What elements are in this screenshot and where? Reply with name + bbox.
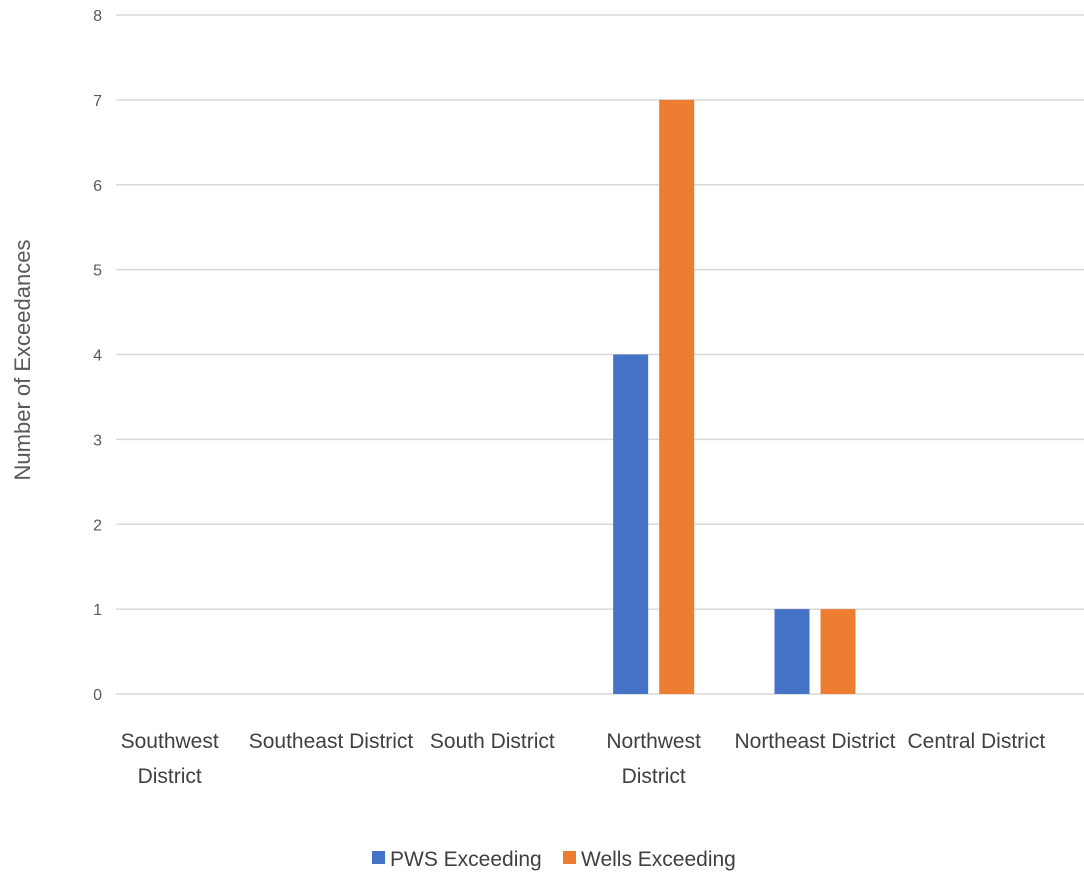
legend-label: Wells Exceeding xyxy=(581,848,736,871)
x-category-label: District xyxy=(138,765,202,788)
x-axis-categories: Southwest District Southeast District South… xyxy=(121,730,1046,788)
x-category-label: Southwest xyxy=(121,730,219,753)
x-category-label: Central District xyxy=(907,730,1045,753)
y-tick-label: 0 xyxy=(93,687,102,704)
y-axis-ticks: 0 1 2 3 4 5 6 7 8 xyxy=(93,8,102,704)
bar-wells-exceeding xyxy=(820,609,856,694)
x-category-label: Northeast District xyxy=(734,730,895,753)
y-tick-label: 5 xyxy=(93,263,102,280)
y-tick-label: 2 xyxy=(93,517,102,534)
legend-label: PWS Exceeding xyxy=(390,848,542,871)
legend: PWS Exceeding Wells Exceeding xyxy=(372,848,736,871)
y-tick-label: 7 xyxy=(93,93,102,110)
y-tick-label: 8 xyxy=(93,8,102,25)
y-axis-label: Number of Exceedances xyxy=(10,240,35,481)
y-tick-label: 3 xyxy=(93,432,102,449)
y-tick-label: 1 xyxy=(93,602,102,619)
bars xyxy=(613,99,856,694)
bar-pws-exceeding xyxy=(613,354,649,694)
x-category-label: South District xyxy=(430,730,555,753)
x-category-label: Southeast District xyxy=(249,730,414,753)
legend-swatch xyxy=(372,851,385,864)
legend-swatch xyxy=(563,851,576,864)
gridlines xyxy=(116,14,1084,695)
x-category-label: Northwest xyxy=(606,730,701,753)
x-category-label: District xyxy=(622,765,686,788)
y-tick-label: 6 xyxy=(93,178,102,195)
y-tick-label: 4 xyxy=(93,348,102,365)
bar-wells-exceeding xyxy=(659,99,695,694)
bar-pws-exceeding xyxy=(774,609,810,694)
